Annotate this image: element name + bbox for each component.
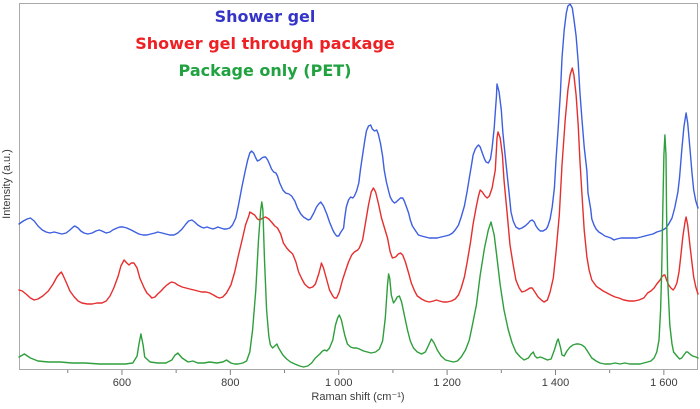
series-shower-gel	[18, 3, 699, 241]
x-tick-label: 1 400	[542, 377, 570, 389]
series-package-only-pet	[18, 134, 699, 368]
legend: Shower gel Shower gel through package Pa…	[95, 8, 435, 80]
x-tick-label: 600	[113, 377, 131, 389]
legend-entry-shower-gel: Shower gel	[214, 7, 316, 26]
series-shower-gel-through-package	[18, 67, 699, 305]
x-tick-label: 1 600	[650, 377, 678, 389]
x-tick-label: 1 200	[433, 377, 461, 389]
legend-entry-shower-gel-through-package: Shower gel through package	[135, 34, 395, 53]
y-axis-title: Intensity (a.u.)	[1, 149, 13, 219]
x-tick-label: 800	[221, 377, 239, 389]
legend-entry-package-only-pet: Package only (PET)	[178, 61, 352, 80]
x-tick-label: 1 000	[325, 377, 353, 389]
x-axis-title: Raman shift (cm⁻¹)	[311, 391, 405, 403]
